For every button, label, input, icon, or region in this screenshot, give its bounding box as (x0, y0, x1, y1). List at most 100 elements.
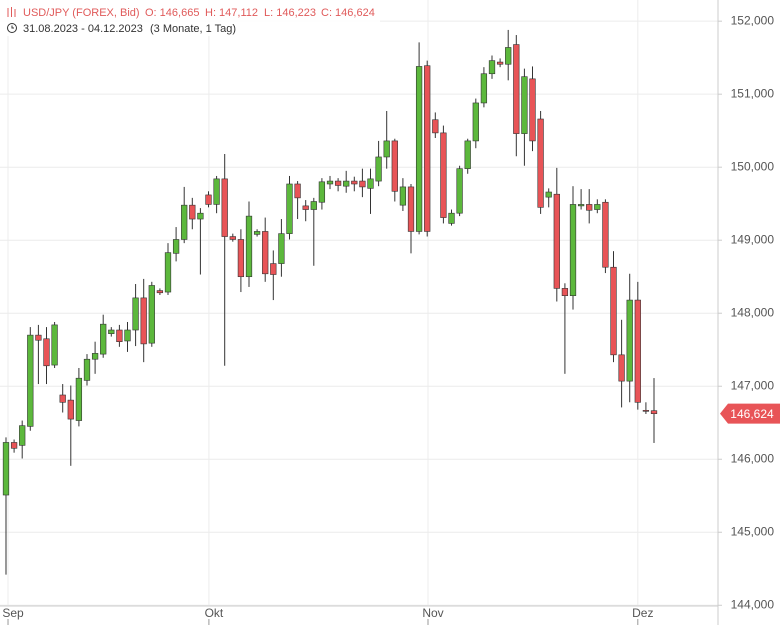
price-tag (720, 403, 780, 424)
candle-body (351, 180, 358, 185)
candle-body (343, 180, 350, 187)
candle-body (100, 323, 107, 355)
candle-body (472, 102, 479, 142)
candle-body (383, 140, 390, 158)
candle-body (521, 76, 528, 134)
candle-body (10, 442, 18, 449)
candle-body (229, 236, 236, 240)
candle-body (407, 186, 415, 232)
candle-body (156, 290, 164, 294)
chart-icon (7, 7, 16, 17)
header: USD/JPY (FOREX, Bid) O: 146,665 H: 147,1… (0, 0, 380, 36)
candle-body (424, 65, 431, 232)
candle-body (286, 183, 293, 234)
candle-body (270, 263, 277, 275)
candle-body (19, 425, 26, 446)
y-tick-label: 150,000 (731, 159, 775, 173)
candle-body (91, 353, 99, 360)
candle-body (448, 212, 455, 224)
price-tag-label: 146,624 (730, 407, 774, 421)
candle-body (367, 178, 374, 189)
y-tick-label: 149,000 (731, 232, 775, 246)
x-tick-label: Dez (632, 606, 653, 620)
candle-body (480, 73, 488, 104)
clock-icon (7, 23, 17, 33)
y-tick-label: 146,000 (731, 451, 775, 465)
header-bg (0, 0, 380, 36)
candle-body (205, 194, 212, 205)
candle-body (586, 204, 593, 211)
candle-body (302, 205, 309, 210)
candle-body (83, 358, 91, 381)
candle-body (464, 140, 471, 169)
candle-body (197, 212, 204, 220)
candle-body (642, 410, 650, 412)
candle-body (148, 285, 155, 344)
y-tick-label: 145,000 (731, 524, 775, 538)
candle-body (189, 204, 196, 220)
candle-body (27, 334, 34, 427)
candle-body (2, 442, 10, 496)
candle-body (164, 252, 172, 293)
candle-body (561, 288, 569, 296)
candle-body (181, 204, 188, 240)
y-tick-label: 144,000 (731, 597, 775, 611)
y-tick-label: 152,000 (731, 13, 775, 27)
x-tick-label: Nov (422, 606, 443, 620)
y-tick-label: 148,000 (731, 305, 775, 319)
candle-body (116, 329, 123, 342)
candle-body (440, 132, 447, 218)
candle-body (488, 60, 496, 75)
candle-body (326, 180, 334, 185)
candle-body (318, 181, 326, 203)
candle-body (610, 266, 617, 356)
candle-body (529, 78, 536, 142)
ohlc-label: C: 146,624 (321, 7, 375, 19)
candle-body (253, 231, 261, 235)
candle-body (108, 329, 115, 334)
candle-body (245, 215, 253, 278)
candle-body (602, 201, 609, 268)
candle-body (334, 180, 342, 186)
x-tick-label: Okt (205, 606, 224, 620)
candle-body (537, 118, 544, 208)
candle-body (545, 191, 552, 198)
candle-body (140, 297, 147, 345)
candle-body (67, 399, 74, 420)
candle-body (43, 338, 50, 367)
candle-body (221, 178, 228, 237)
candle-body (399, 186, 407, 206)
candle-body (310, 201, 317, 210)
candle-body (278, 233, 285, 264)
candle-body (456, 168, 463, 214)
date-range: 31.08.2023 - 04.12.2023 (23, 23, 143, 35)
candle-body (124, 329, 131, 342)
candle-body (35, 334, 42, 341)
candle-body (359, 180, 366, 188)
candle-body (553, 193, 560, 289)
period: (3 Monate, 1 Tag) (150, 23, 236, 35)
candle-body (391, 140, 398, 192)
ohlc-label: H: 147,112 (205, 7, 258, 19)
candle-body (569, 204, 577, 296)
candle-body (626, 299, 633, 382)
candle-body (59, 394, 66, 403)
candle-body (618, 354, 625, 382)
x-tick-label: Sep (2, 606, 24, 620)
ohlc-label: L: 146,223 (264, 7, 316, 19)
candle-body (513, 44, 520, 134)
ohlc-label: O: 146,665 (145, 7, 199, 19)
clock-hands (11, 25, 14, 29)
candle-body (262, 231, 269, 275)
candle-body (650, 410, 658, 414)
candle-body (51, 324, 58, 366)
candles (2, 29, 658, 575)
candle-body (132, 297, 139, 331)
candle-body (577, 204, 585, 207)
grid (0, 0, 718, 606)
chart-title: USD/JPY (FOREX, Bid) (23, 7, 140, 19)
y-tick-label: 151,000 (731, 86, 775, 100)
candle-body (496, 61, 504, 65)
